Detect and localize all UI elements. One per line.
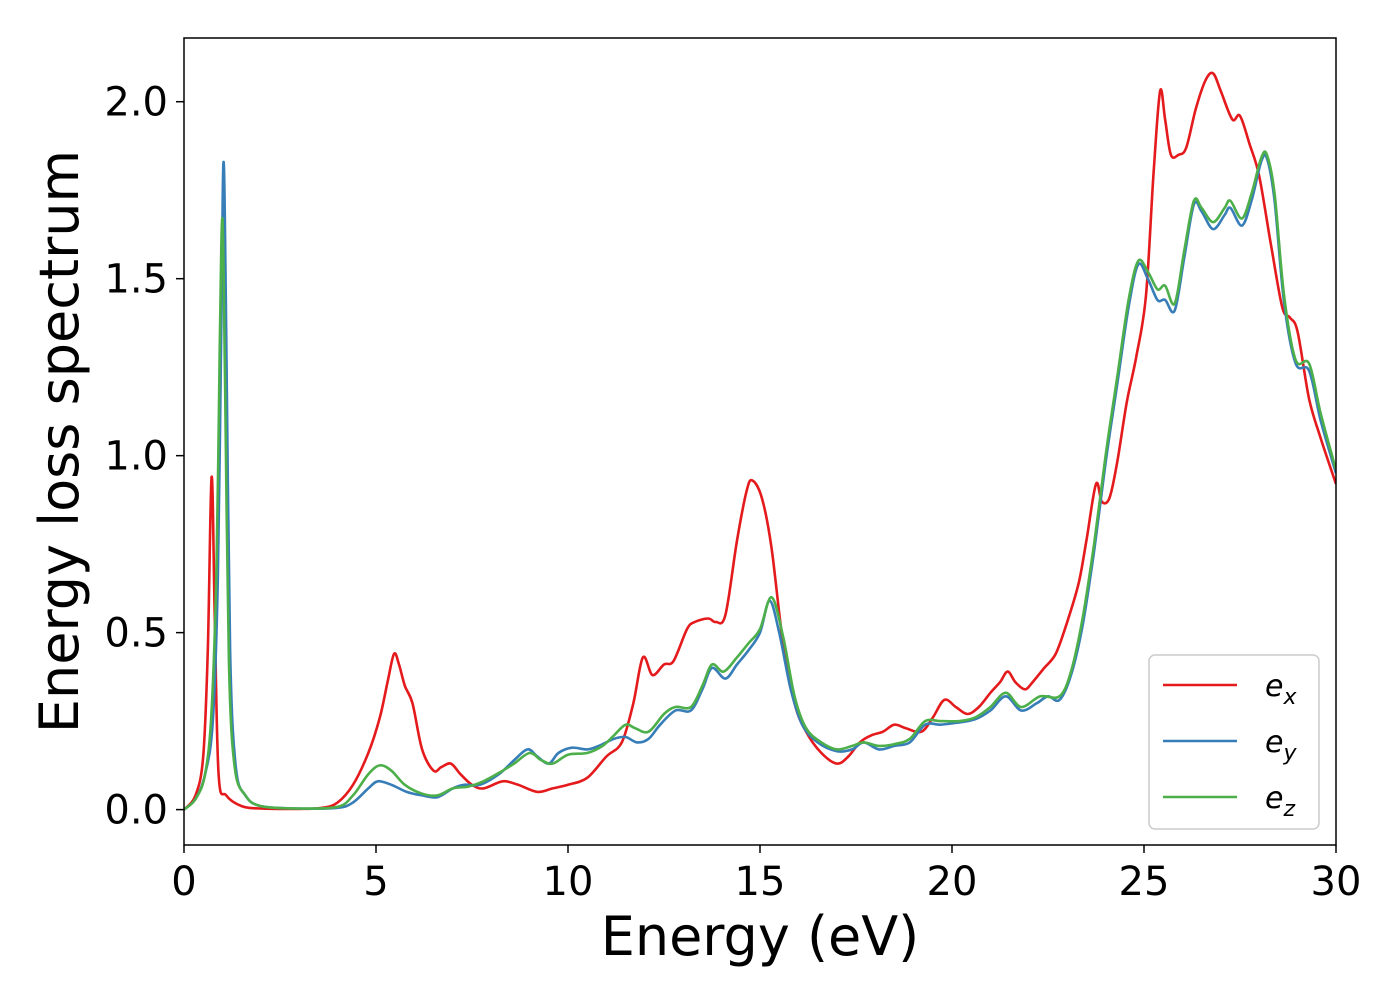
legend-entry-subscript: y: [1282, 741, 1297, 766]
series-line-e-z: [184, 150, 1336, 811]
y-tick-label: 1.0: [104, 434, 168, 480]
legend-entry-e-x: ex: [1265, 669, 1297, 710]
y-axis: 0.0 0.5 1.0 1.5 2.0: [104, 80, 184, 834]
legend-entry-base: e: [1265, 725, 1283, 760]
y-axis-label: Energy loss spectrum: [28, 150, 91, 733]
x-tick-label: 20: [927, 859, 978, 905]
x-tick-label: 15: [735, 859, 786, 905]
legend-entry-base: e: [1265, 781, 1283, 816]
legend-entry-base: e: [1265, 669, 1283, 704]
x-tick-label: 30: [1311, 859, 1362, 905]
series-lines: [184, 71, 1336, 811]
y-tick-label: 0.5: [104, 611, 168, 657]
legend-entry-e-y: ey: [1265, 725, 1297, 766]
y-tick-label: 1.5: [104, 257, 168, 303]
legend-entry-e-z: ez: [1265, 781, 1295, 822]
x-tick-label: 0: [171, 859, 196, 905]
y-tick-label: 2.0: [104, 80, 168, 126]
x-axis: 0 5 10 15 20 25 30: [171, 845, 1361, 905]
x-tick-label: 5: [363, 859, 388, 905]
legend-entry-subscript: x: [1282, 685, 1297, 710]
x-axis-label: Energy (eV): [601, 905, 920, 968]
y-tick-label: 0.0: [104, 788, 168, 834]
legend-entry-subscript: z: [1282, 797, 1295, 822]
x-tick-label: 25: [1119, 859, 1170, 905]
x-tick-label: 10: [543, 859, 594, 905]
